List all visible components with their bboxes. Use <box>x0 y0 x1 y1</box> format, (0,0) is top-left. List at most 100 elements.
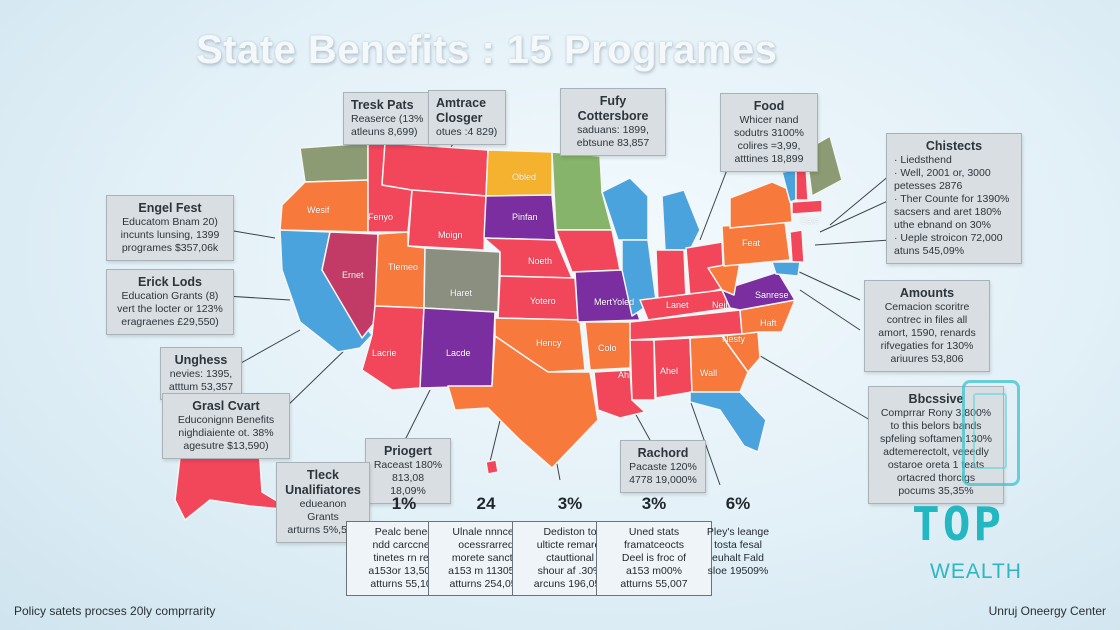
stat-line: Deel is froc of <box>621 552 687 564</box>
stat-line: Ulnale nnnced <box>452 526 520 538</box>
state-hawaii <box>485 459 499 475</box>
callout-line: otues :4 829) <box>436 126 498 138</box>
callout-food: Food Whicer nand sodutrs 3100% colires =… <box>720 93 818 172</box>
callout-grasl-cvart: Grasl Cvart Educonignn Benefits nighdiai… <box>162 393 290 459</box>
state-label: Pinfan <box>512 212 538 222</box>
state-label: Lacrie <box>372 348 397 358</box>
callout-line: atttines 18,899 <box>734 153 804 165</box>
callout-amtrace: Amtrace Closger otues :4 829) <box>428 90 506 145</box>
logo-subword: WEALTH <box>930 560 1022 583</box>
logo-word: TOP <box>912 497 1005 551</box>
callout-line: ortacred thorcigs <box>896 472 976 484</box>
callout-line: pocums 35,35% <box>898 485 974 497</box>
state-label: Hency <box>536 338 562 348</box>
callout-unghess: Unghess nevies: 1395, atttum 53,357 <box>160 347 242 400</box>
callout-heading: Amounts <box>899 286 955 300</box>
callout-line: · Ther Counte for 1390% <box>894 193 1010 205</box>
state-label: Ernet <box>342 270 364 280</box>
state-label: Nejl <box>712 300 728 310</box>
callout-amounts: Amounts Cemacion scoritre contrec in fil… <box>864 280 990 372</box>
callout-line: · Liedsthend <box>894 154 952 166</box>
callout-line: incunts lunsing, 1399 <box>120 229 220 241</box>
state-newjersey <box>789 229 805 263</box>
callout-line: Education Grants (8) <box>121 290 219 302</box>
callout-heading: Bbcssive <box>908 392 964 406</box>
stat-box: Uned stats framatceocts Deel is froc of … <box>596 521 712 596</box>
callout-line: Educonignn Benefits <box>177 414 275 426</box>
stat-line: morete sanctly <box>451 552 521 564</box>
callout-line: agesutre $13,590) <box>183 440 269 452</box>
state-colorado <box>423 247 501 313</box>
state-label: Moign <box>438 230 463 240</box>
stat-card: 3% Uned stats framatceocts Deel is froc … <box>596 494 712 596</box>
state-maryland <box>771 261 801 277</box>
callout-line: eragraenes £29,550) <box>121 316 219 328</box>
callout-heading: Rachord <box>637 446 689 460</box>
state-washington <box>299 142 369 183</box>
stat-percent: 3% <box>557 494 583 513</box>
callout-line: ostaroe oreta 1 teats <box>887 459 985 471</box>
stat-line: atturns 254,05? <box>449 578 523 590</box>
stat-line: tosta fesal <box>714 539 762 551</box>
page-title: State Benefits : 15 Programes <box>196 28 778 72</box>
state-florida <box>689 391 767 453</box>
state-label: Ahl <box>618 370 632 380</box>
stat-card: 24 Ulnale nnnced ocessrarred morete sanc… <box>428 494 544 596</box>
state-texas <box>447 335 599 469</box>
state-label: Mert <box>594 297 612 307</box>
stat-line: ndd carccned <box>372 539 436 551</box>
state-label: Wesif <box>307 205 330 215</box>
callout-heading-2: Unalifiatores <box>285 483 361 497</box>
stat-line: a153or 13,50% <box>368 565 440 577</box>
callout-line: atleuns 8,699) <box>351 126 418 138</box>
state-nevada <box>321 231 379 339</box>
callout-heading: Priogert <box>384 444 432 458</box>
callout-line: edueanon Grants <box>299 498 347 523</box>
callout-line: arturns 5%,506 <box>287 524 359 536</box>
stat-line: ulticte remaret <box>536 539 604 551</box>
callout-line: contrec in files all <box>886 314 968 326</box>
callout-line: saduans: 1899, <box>577 124 649 136</box>
phone-icon <box>962 380 1020 486</box>
state-label: Gale <box>800 216 820 226</box>
stat-line: Pley's leange <box>706 526 770 538</box>
footer-right-text: Unruj Oneergy Center <box>988 604 1106 618</box>
state-label: Yoled <box>612 297 635 307</box>
callout-line: · Well, 2001 or, 3000 <box>894 167 991 179</box>
stat-line: ctauttional <box>546 552 594 564</box>
state-label: Obled <box>512 172 537 182</box>
callout-heading: Tleck <box>307 468 339 482</box>
callout-line: programes $357,06k <box>121 242 219 254</box>
callout-line: rifvegaties for 130% <box>880 340 974 352</box>
stat-line: sloe 19509% <box>707 565 769 577</box>
state-massachusetts <box>791 199 823 215</box>
callout-line: petesses 2876 <box>894 180 963 192</box>
state-label: Sanrese <box>755 290 789 300</box>
stat-percent: 6% <box>725 494 751 513</box>
callout-line: Pacaste 120% <box>629 461 697 473</box>
callout-heading: Tresk Pats <box>351 98 414 112</box>
callout-fufy: Fufy Cottersbore saduans: 1899, ebtsune … <box>560 88 666 156</box>
stat-line: atturns 55,007 <box>620 578 688 590</box>
state-oregon <box>279 179 369 233</box>
state-michigan <box>661 189 701 251</box>
stat-box: Pley's leange tosta fesal euhalt Fald sl… <box>680 521 796 583</box>
stat-percent: 1% <box>391 494 417 513</box>
callout-line: nighdiaiente ot. 38% <box>178 427 274 439</box>
state-label: Ahel <box>660 366 679 376</box>
callout-rachord: Rachord Pacaste 120% 4778 19,000% <box>620 440 706 493</box>
state-label: Lanet <box>666 300 689 310</box>
callout-line: Educatom Bnam 20) <box>122 216 218 228</box>
stat-percent: 24 <box>476 494 496 513</box>
callout-erick-lods: Erick Lods Education Grants (8) vert the… <box>106 269 234 335</box>
stat-line: ocessrarred <box>458 539 514 551</box>
callout-heading: Grasl Cvart <box>192 399 260 413</box>
callout-line: colires =3,99, <box>737 140 801 152</box>
stat-line: Uned stats <box>628 526 680 538</box>
state-newyork <box>729 181 793 229</box>
callout-line: atttum 53,357 <box>168 381 234 393</box>
stat-line: Pealc bened <box>374 526 434 538</box>
callout-line: Raceast 180% <box>373 459 443 471</box>
callout-line: to this belors bands <box>890 420 982 432</box>
callout-line: Reaserce (13% <box>351 113 424 125</box>
